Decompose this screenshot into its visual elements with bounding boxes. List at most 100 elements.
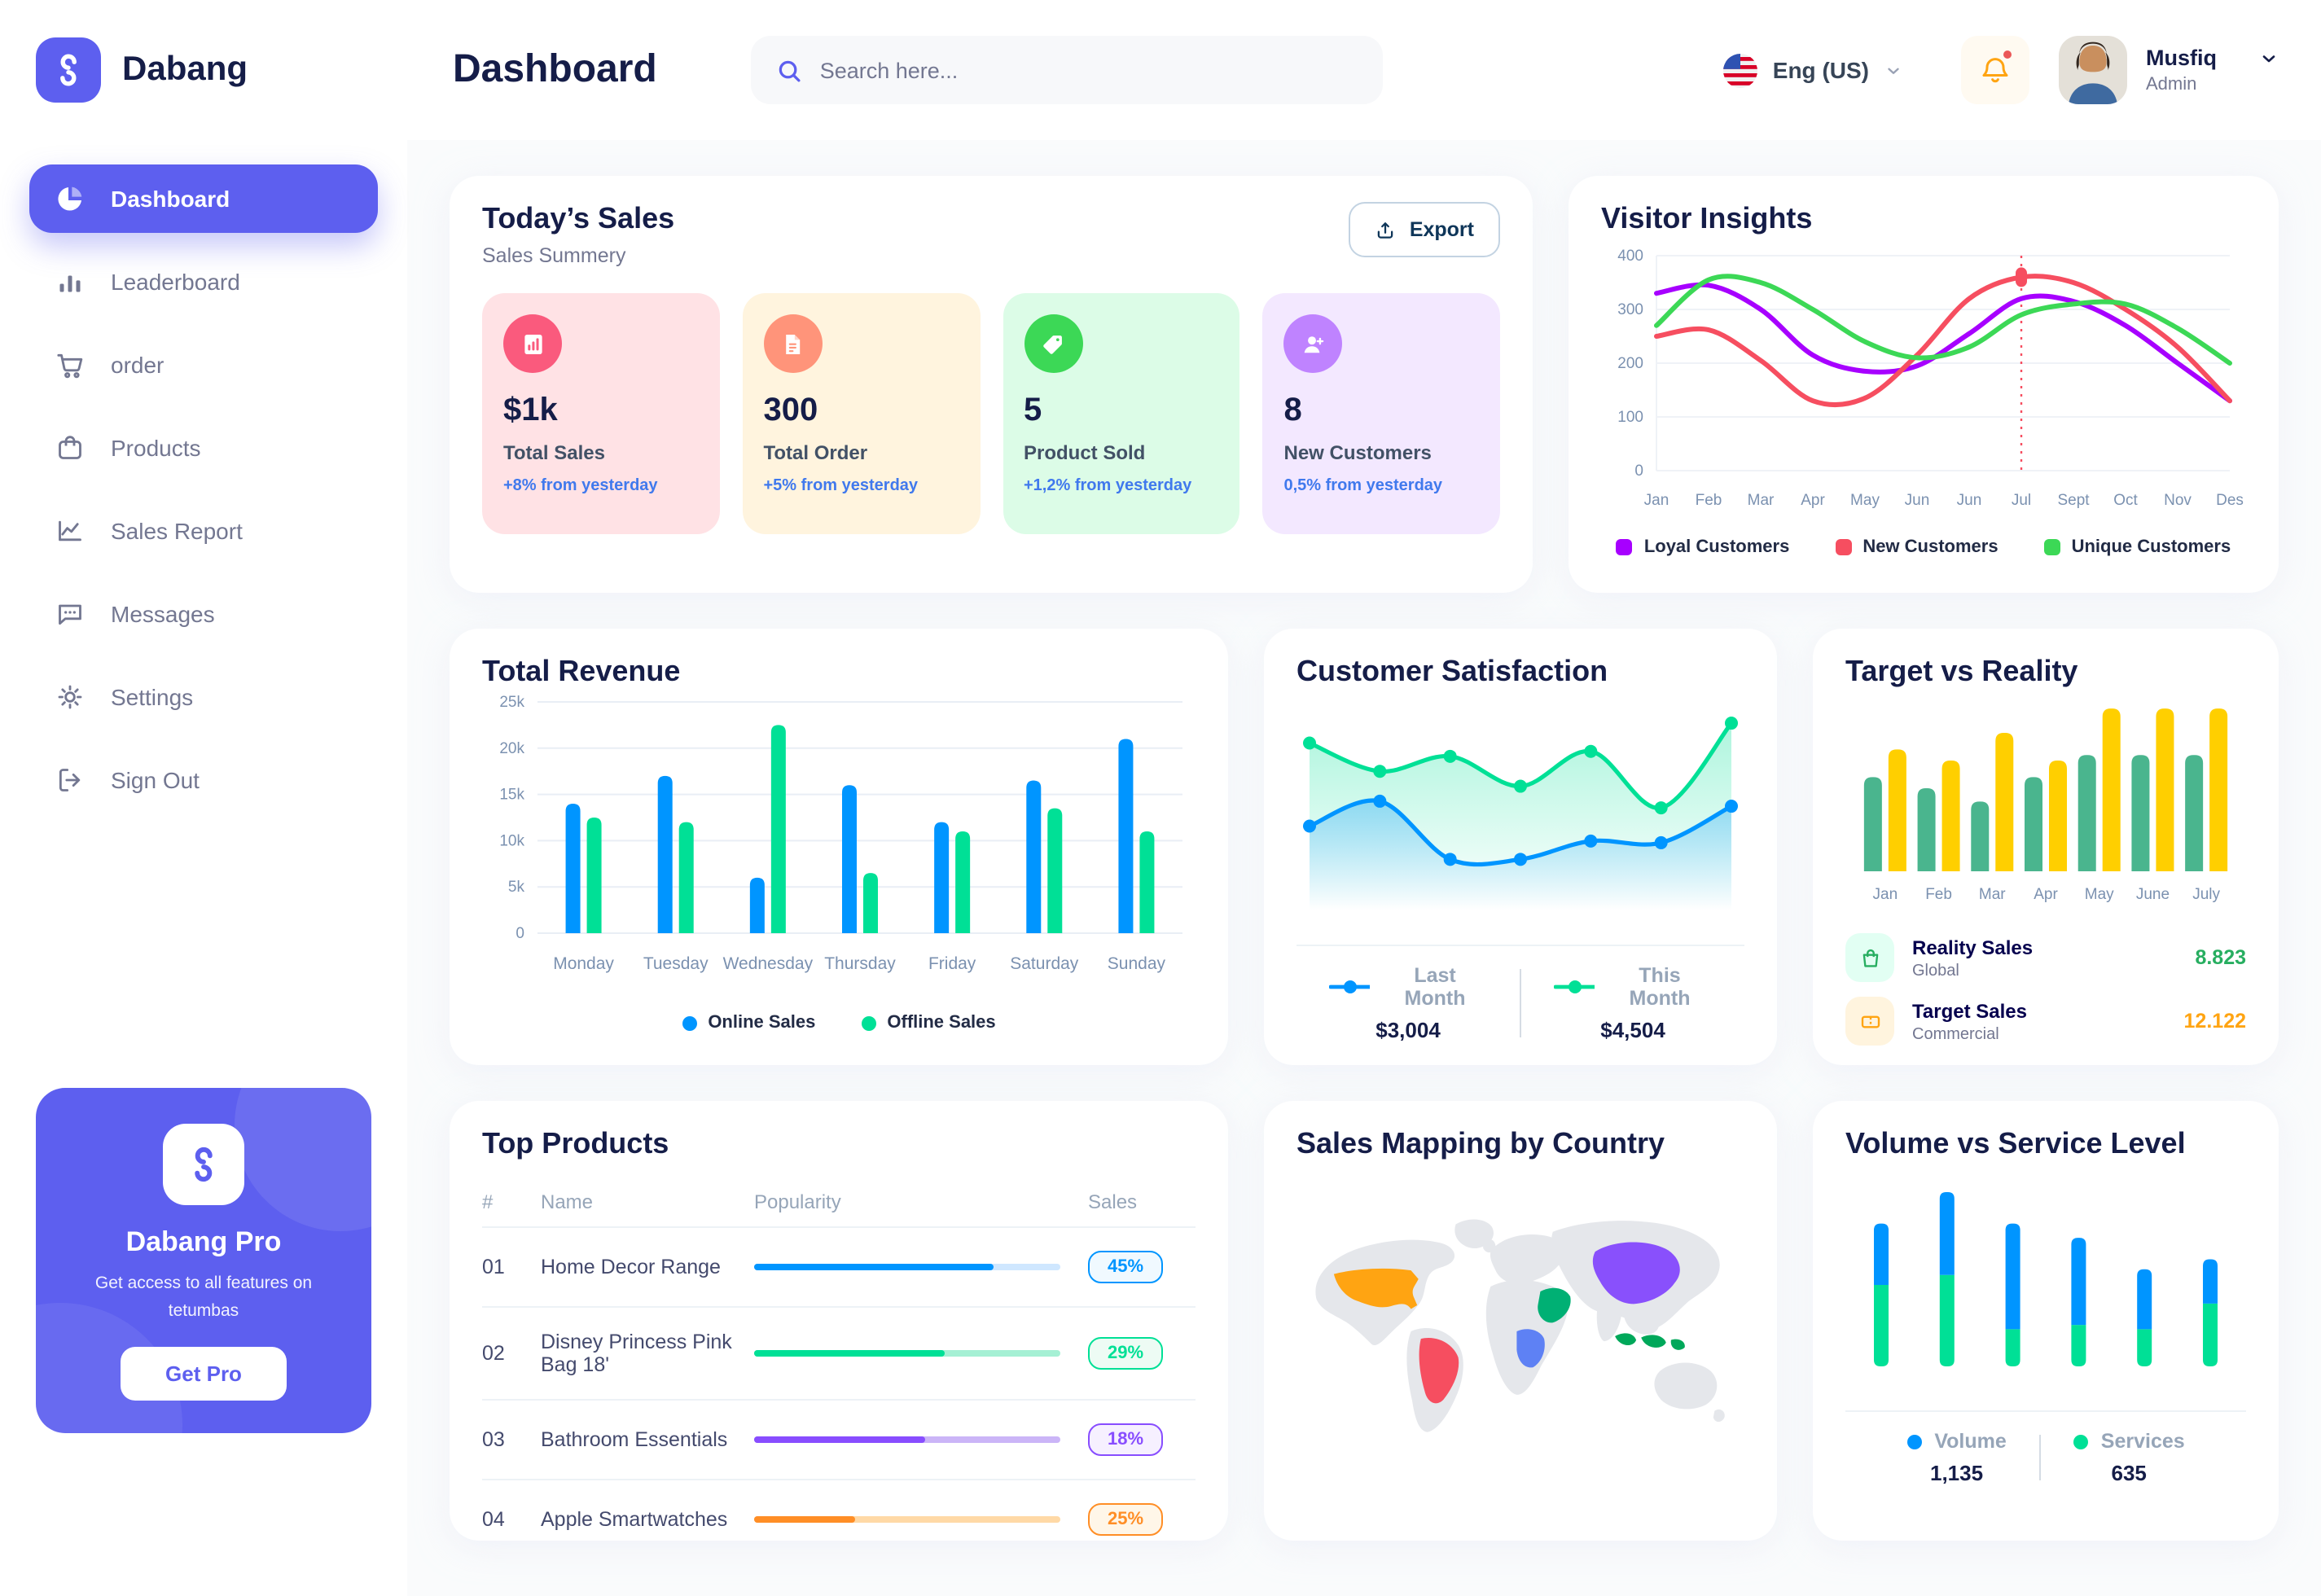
stat-card-product-sold: 5 Product Sold +1,2% from yesterday <box>1003 293 1240 534</box>
sidebar-nav: Dashboard Leaderboard order Products Sales R… <box>0 132 407 814</box>
customer-satisfaction-title: Customer Satisfaction <box>1297 655 1608 687</box>
total-revenue-title: Total Revenue <box>482 655 681 687</box>
product-rank: 04 <box>482 1508 505 1531</box>
sidebar-item-dashboard[interactable]: Dashboard <box>29 164 378 233</box>
sidebar-item-label: Dashboard <box>111 186 230 212</box>
svg-text:15k: 15k <box>499 787 524 804</box>
sidebar-item-sign-out[interactable]: Sign Out <box>29 746 378 814</box>
page-title: Dashboard <box>453 47 657 91</box>
map-europe <box>1490 1234 1564 1284</box>
stat-card-total-sales: $1k Total Sales +8% from yesterday <box>482 293 720 534</box>
user-name: Musfiq <box>2146 46 2217 70</box>
legend-value: 1,135 <box>1930 1461 1984 1485</box>
divider <box>1297 945 1744 946</box>
svg-text:Nov: Nov <box>2164 492 2192 509</box>
legend-swatch <box>1835 539 1852 555</box>
legend-divider <box>1520 969 1521 1037</box>
stat-delta: +5% from yesterday <box>763 477 919 495</box>
map-southeast-asia <box>1624 1307 1660 1335</box>
customer-satisfaction-chart <box>1303 717 1738 910</box>
legend-item: Volume 1,135 <box>1874 1430 2038 1485</box>
user-menu[interactable]: Musfiq Admin <box>2058 36 2279 104</box>
svg-text:Jul: Jul <box>2012 492 2031 509</box>
world-map <box>1315 1219 1725 1432</box>
map-country-usa <box>1333 1268 1419 1309</box>
legend-dot <box>861 1015 876 1030</box>
get-pro-button[interactable]: Get Pro <box>120 1347 287 1401</box>
svg-text:July: July <box>2192 886 2220 903</box>
svg-text:200: 200 <box>1617 355 1643 372</box>
sidebar: Dabang Dashboard Leaderboard order Products… <box>0 0 407 1596</box>
legend-swatch <box>2043 539 2060 555</box>
svg-text:Thursday: Thursday <box>824 954 896 973</box>
svg-text:May: May <box>1850 492 1880 509</box>
pro-card-title: Dabang Pro <box>125 1226 282 1258</box>
user-plus-icon <box>1283 314 1343 373</box>
target-vs-reality-legend: Reality Sales Global 8.823 Target Sales Co… <box>1845 933 2246 1046</box>
svg-text:Feb: Feb <box>1925 886 1952 903</box>
sidebar-item-leaderboard[interactable]: Leaderboard <box>29 248 378 316</box>
top-products-card: Top Products # Name Popularity Sales 01 … <box>450 1101 1228 1541</box>
legend-item: Online Sales <box>682 1013 815 1033</box>
svg-text:100: 100 <box>1617 409 1643 426</box>
stat-label: Total Order <box>763 441 868 464</box>
legend-item: New Customers <box>1835 537 1999 557</box>
bar-chart-icon <box>54 265 86 298</box>
table-row: 04 Apple Smartwatches 25% <box>482 1480 1196 1559</box>
cart-icon <box>54 349 86 381</box>
sidebar-item-products[interactable]: Products <box>29 414 378 482</box>
sidebar-item-sales-report[interactable]: Sales Report <box>29 497 378 565</box>
customer-satisfaction-legend: Last Month $3,004 This Month $4,504 <box>1297 964 1744 1042</box>
top-products-body: 01 Home Decor Range 45% 02 Disney Princes… <box>482 1228 1196 1559</box>
search-icon <box>776 56 804 84</box>
search-input[interactable] <box>819 58 1359 82</box>
legend-item: Last Month $3,004 <box>1297 964 1520 1042</box>
popularity-bar <box>754 1516 1060 1523</box>
table-row: 01 Home Decor Range 45% <box>482 1228 1196 1308</box>
sidebar-item-order[interactable]: order <box>29 331 378 399</box>
stat-value: $1k <box>503 392 558 428</box>
table-row: 02 Disney Princess Pink Bag 18' 29% <box>482 1308 1196 1401</box>
svg-text:0: 0 <box>1634 463 1643 480</box>
legend-item: Services 635 <box>2041 1430 2218 1485</box>
product-name: Disney Princess Pink Bag 18' <box>541 1331 732 1376</box>
legend-item: Unique Customers <box>2043 537 2231 557</box>
chevron-down-icon <box>2259 48 2279 68</box>
line-chart-icon <box>54 515 86 547</box>
legend-value: 12.122 <box>2183 1010 2246 1033</box>
sign-out-icon <box>54 764 86 796</box>
sidebar-item-label: Messages <box>111 601 215 627</box>
target-vs-reality-title: Target vs Reality <box>1845 655 2078 687</box>
svg-text:Saturday: Saturday <box>1010 954 1079 973</box>
legend-value: $3,004 <box>1375 1018 1441 1042</box>
legend-value: 8.823 <box>2195 946 2246 969</box>
pie-chart-icon <box>54 182 86 215</box>
svg-text:Apr: Apr <box>2034 886 2058 903</box>
export-button[interactable]: Export <box>1349 202 1500 257</box>
svg-text:Sunday: Sunday <box>1108 954 1166 973</box>
svg-text:June: June <box>2136 886 2170 903</box>
gear-icon <box>54 681 86 713</box>
sales-badge: 18% <box>1088 1423 1163 1456</box>
svg-text:Jan: Jan <box>1644 492 1669 509</box>
product-name: Apple Smartwatches <box>541 1508 728 1531</box>
svg-text:Mar: Mar <box>1979 886 2006 903</box>
notifications-button[interactable] <box>1960 36 2029 104</box>
svg-text:Wednesday: Wednesday <box>723 954 814 973</box>
product-name: Bathroom Essentials <box>541 1428 728 1451</box>
svg-text:Des: Des <box>2216 492 2244 509</box>
bag-icon <box>54 432 86 464</box>
sidebar-item-messages[interactable]: Messages <box>29 580 378 648</box>
volume-service-card: Volume vs Service Level Volume 1,135 Servi… <box>1813 1101 2279 1541</box>
svg-text:5k: 5k <box>508 879 525 896</box>
map-new-zealand <box>1713 1409 1725 1423</box>
map-country-indonesia <box>1615 1333 1685 1350</box>
user-role: Admin <box>2146 75 2197 94</box>
svg-text:300: 300 <box>1617 301 1643 318</box>
header-right: Eng (US) M <box>1723 36 2279 104</box>
legend-dot <box>682 1015 697 1030</box>
sidebar-item-settings[interactable]: Settings <box>29 663 378 731</box>
stat-delta: +1,2% from yesterday <box>1024 477 1192 495</box>
language-selector[interactable]: Eng (US) <box>1723 53 1902 87</box>
top-products-header: # Name Popularity Sales <box>482 1177 1196 1228</box>
